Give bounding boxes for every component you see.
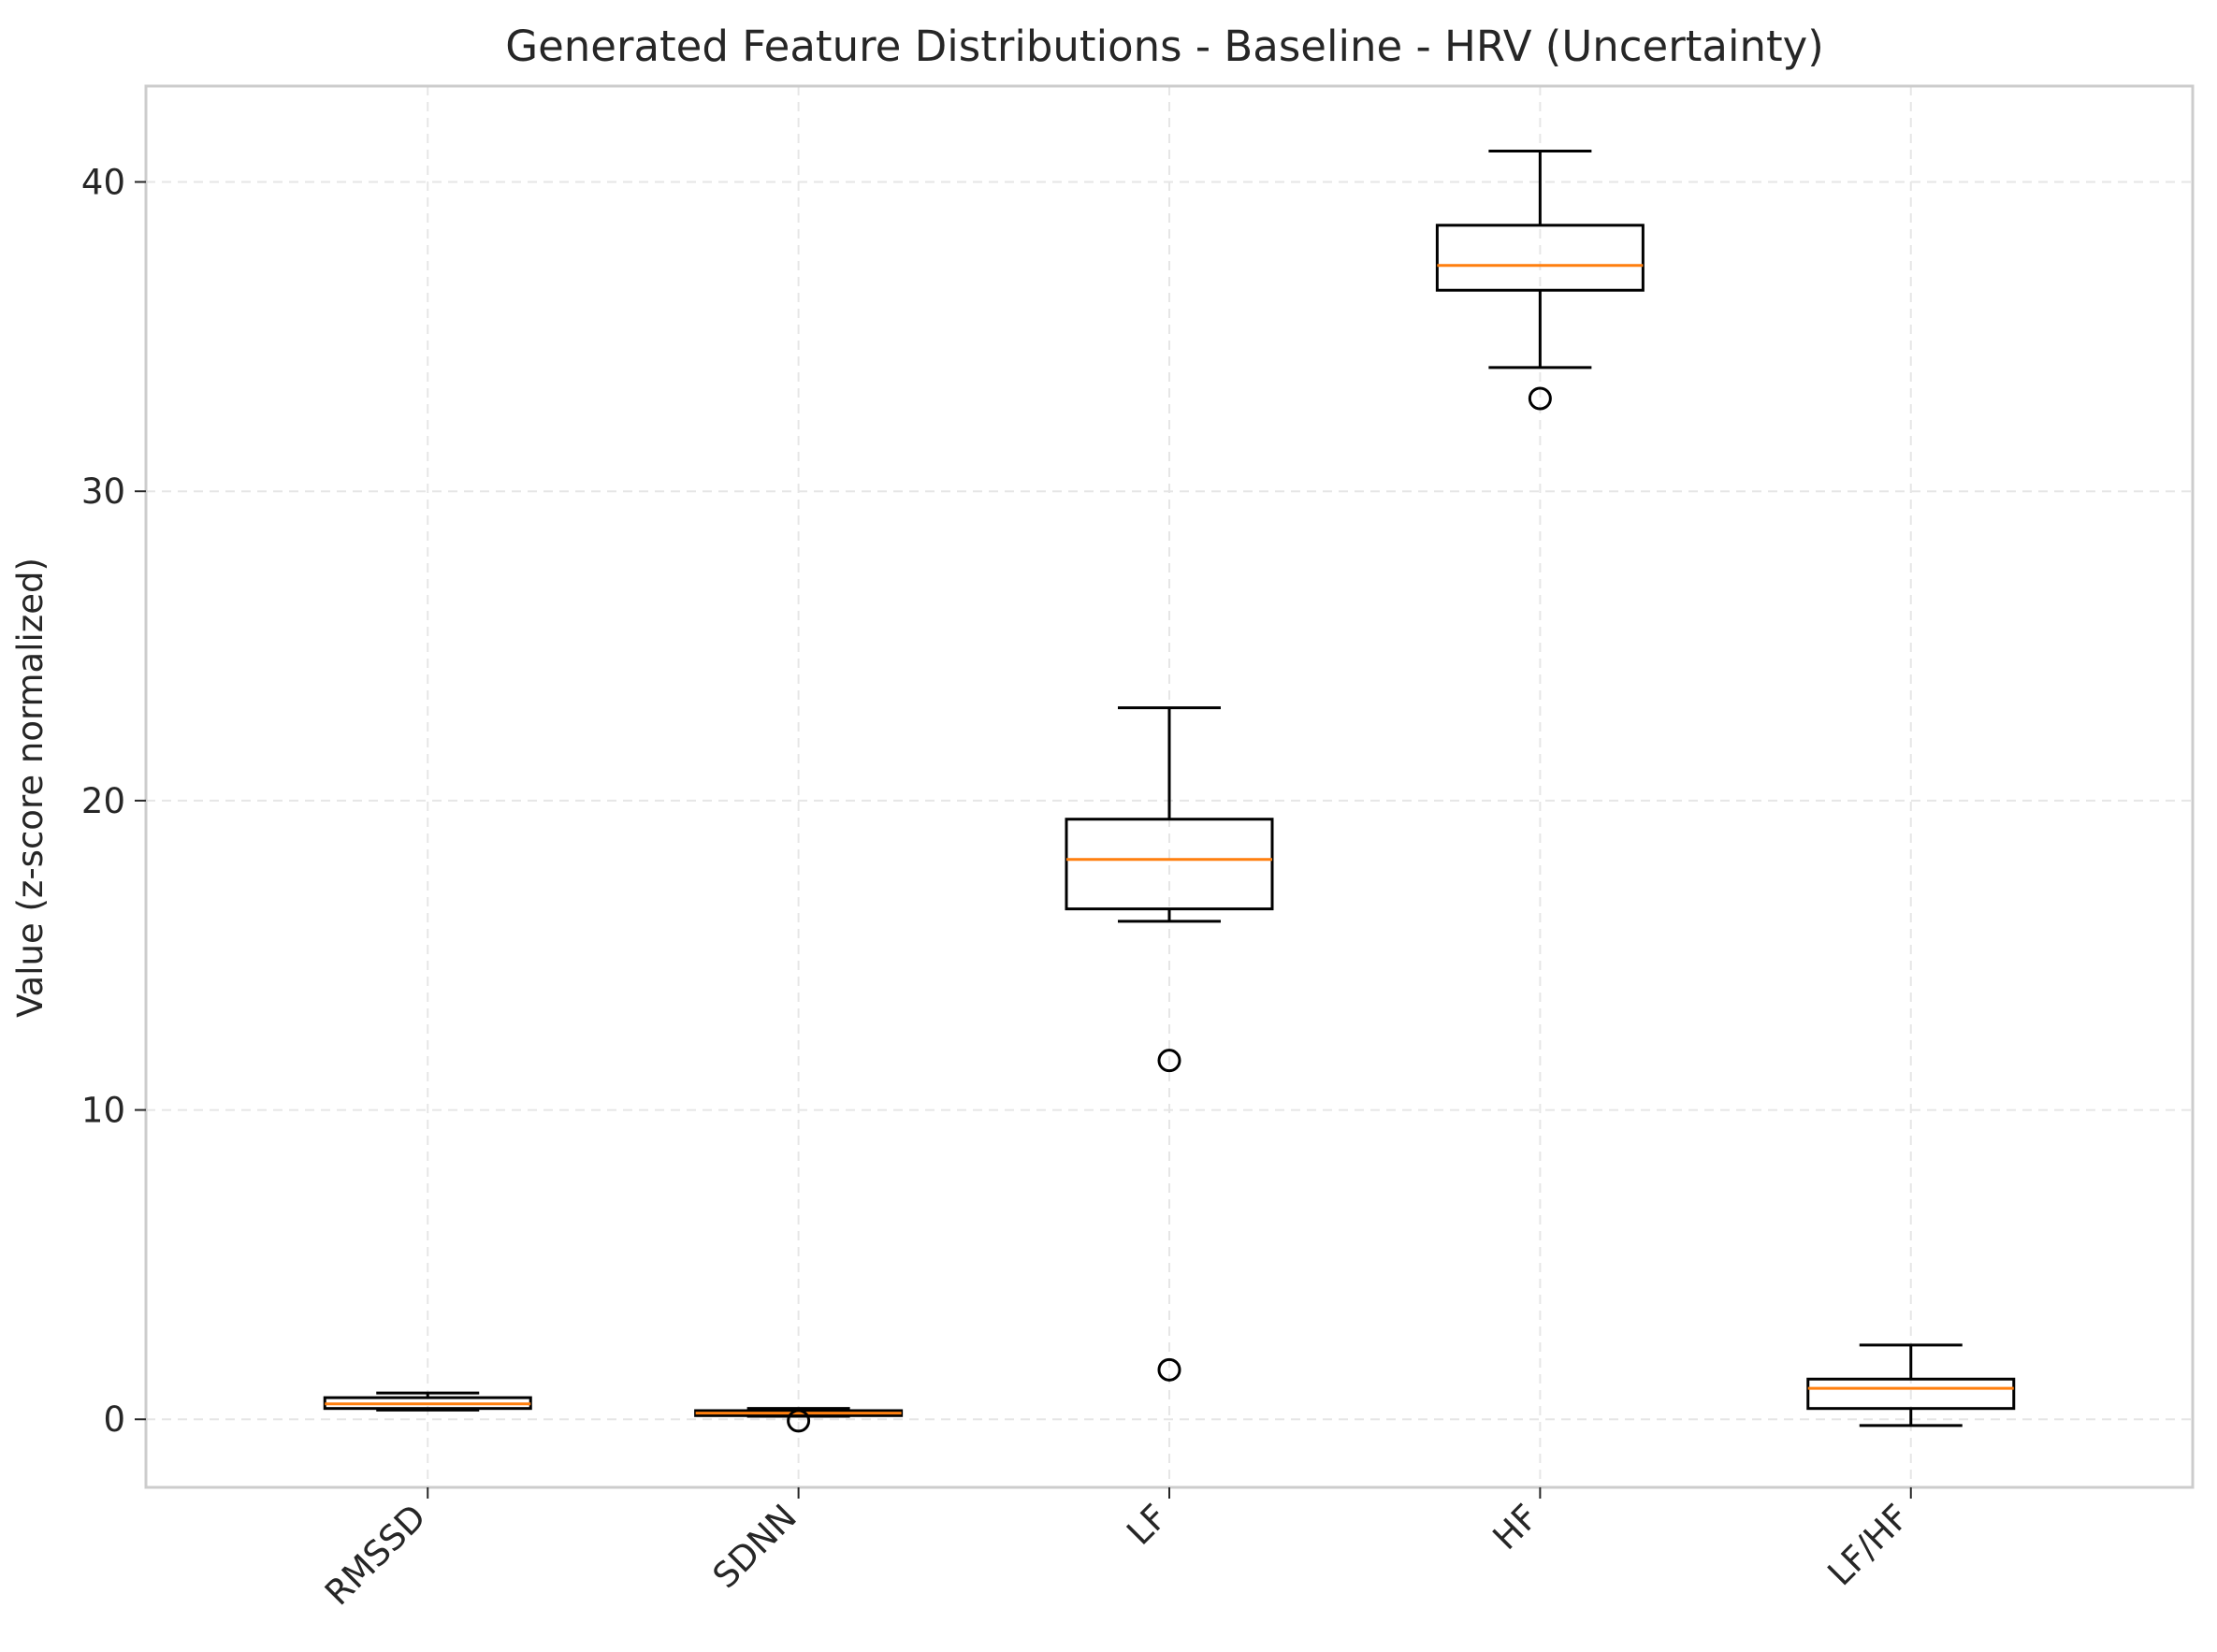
chart-title: Generated Feature Distributions - Baseli… xyxy=(505,22,1824,71)
y-axis-label: Value (z-score normalized) xyxy=(10,558,51,1018)
x-tick-label-lf-hf: LF/HF xyxy=(1820,1497,1918,1594)
x-axis-ticks: RMSSD SDNN LF HF LF/HF xyxy=(317,1487,1917,1613)
iqr-box xyxy=(1435,224,1645,292)
iqr-box xyxy=(1065,818,1274,911)
y-tick-label-30: 30 xyxy=(81,471,125,512)
outlier-point-2 xyxy=(1157,1357,1181,1382)
y-tick-label-0: 0 xyxy=(103,1399,125,1440)
y-tick-label-40: 40 xyxy=(81,163,125,203)
box-series xyxy=(323,149,2016,1433)
outlier-point-1 xyxy=(1528,386,1552,411)
y-axis-ticks: 0 10 20 30 40 xyxy=(81,163,146,1440)
y-tick-label-20: 20 xyxy=(81,781,125,821)
x-tick-label-lf: LF xyxy=(1119,1497,1175,1553)
box-sdnn xyxy=(694,1407,904,1433)
y-tick-label-10: 10 xyxy=(81,1091,125,1131)
x-tick-label-rmssd: RMSSD xyxy=(317,1497,434,1614)
outlier-point-1 xyxy=(1157,1049,1181,1073)
x-tick-label-sdnn: SDNN xyxy=(705,1497,804,1596)
iqr-box xyxy=(1806,1377,2016,1411)
box-lf xyxy=(1065,706,1274,1382)
box-rmssd xyxy=(323,1391,532,1412)
x-tick-label-hf: HF xyxy=(1485,1497,1546,1558)
box-hf xyxy=(1435,149,1645,411)
box-lf-hf xyxy=(1806,1343,2016,1427)
outlier-point-1 xyxy=(787,1409,811,1433)
